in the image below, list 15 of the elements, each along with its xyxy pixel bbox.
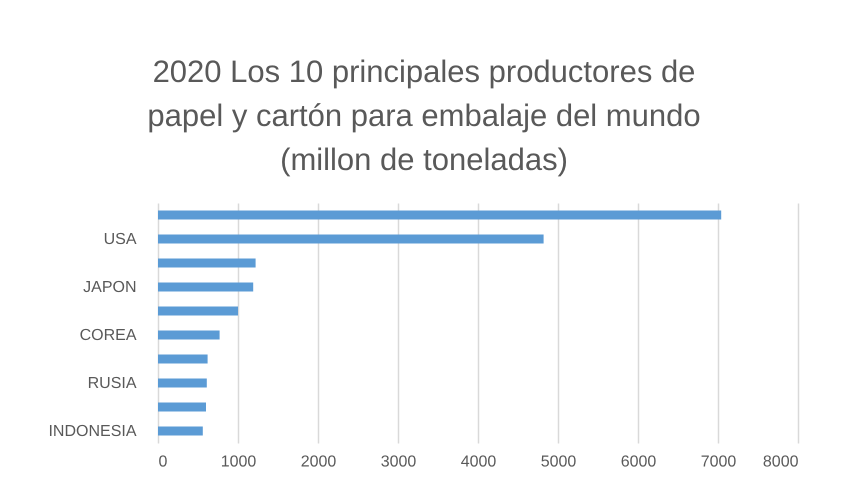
y-tick-label: COREA bbox=[80, 327, 137, 344]
y-tick-label: JAPON bbox=[83, 279, 136, 296]
x-tick-label: 3000 bbox=[380, 454, 416, 470]
x-tick-label: 2000 bbox=[300, 454, 336, 470]
x-tick-label: 7000 bbox=[700, 454, 736, 470]
x-tick-label: 8000 bbox=[762, 454, 799, 470]
x-tick-label: 5000 bbox=[540, 454, 576, 470]
x-tick-label: 1000 bbox=[220, 454, 256, 470]
chart-title: 2020 Los 10 principales productores de papel y cartón para embalaje del mundo (millon de toneladas) bbox=[147, 54, 701, 177]
x-tick-label: 6000 bbox=[620, 454, 656, 470]
y-tick-label: INDONESIA bbox=[48, 423, 137, 440]
x-tick-label: 4000 bbox=[460, 454, 496, 470]
y-tick-label: USA bbox=[104, 231, 137, 248]
y-tick-label: RUSIA bbox=[88, 375, 137, 392]
x-tick-label: 0 bbox=[158, 454, 168, 470]
